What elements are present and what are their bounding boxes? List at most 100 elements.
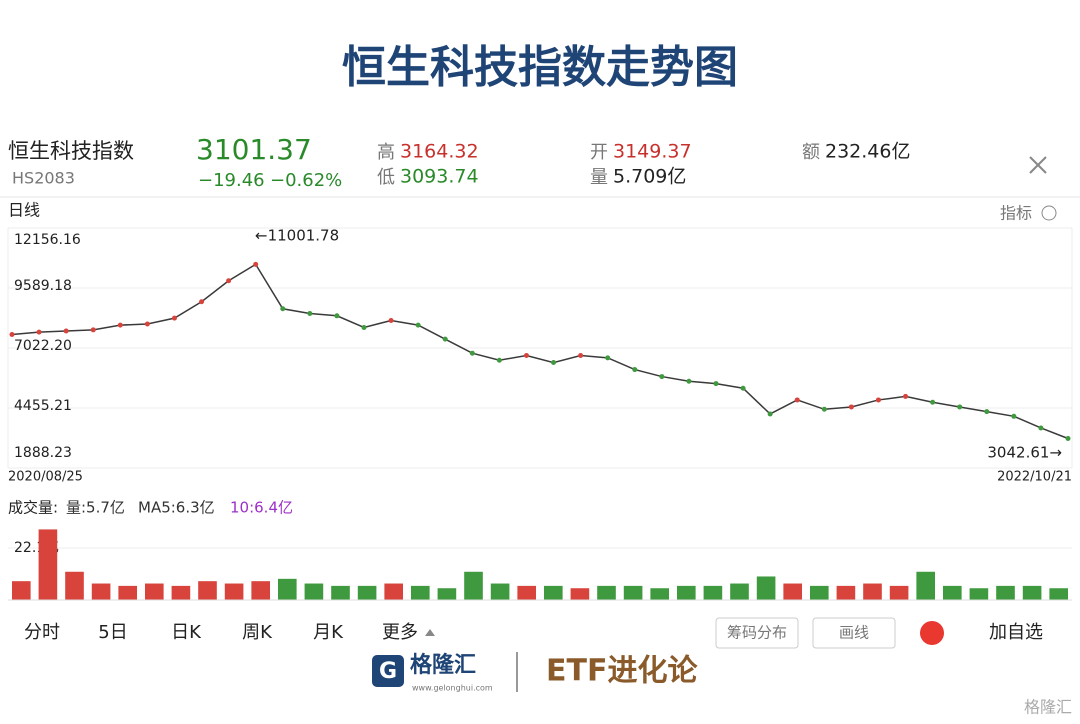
price-point xyxy=(442,336,448,342)
volume-bar xyxy=(650,588,670,600)
tabs: 分时 5日 日K 周K 月K 更多 xyxy=(24,622,435,643)
volume-bar xyxy=(224,583,244,600)
price-point xyxy=(686,378,692,384)
amount-label: 额 xyxy=(802,142,820,163)
tab[interactable]: 更多 xyxy=(382,622,418,643)
change: −19.46 xyxy=(198,170,265,191)
price-point xyxy=(496,357,502,363)
price-point xyxy=(1038,425,1044,431)
y-tick-label: 1888.23 xyxy=(14,445,72,461)
stock-name: 恒生科技指数 xyxy=(8,139,134,163)
volume-bar xyxy=(251,581,271,600)
price-point xyxy=(144,321,150,327)
tab[interactable]: 月K xyxy=(313,622,344,643)
volume-bar xyxy=(277,578,297,600)
price-point xyxy=(578,353,584,359)
annotation: ←11001.78 xyxy=(255,227,339,245)
chips-button[interactable] xyxy=(715,617,799,649)
volume-bar xyxy=(384,583,404,600)
price-chart: 12156.16 9589.18 7022.20 4455.21 1888.23 2020… xyxy=(7,227,1073,485)
volume-bar xyxy=(11,581,31,600)
price-point xyxy=(984,409,990,415)
price-point xyxy=(740,385,746,391)
volume-bar xyxy=(437,588,457,600)
volume-bar xyxy=(118,585,138,600)
volume-bar xyxy=(996,585,1015,600)
price-point xyxy=(794,397,800,403)
draw-button[interactable] xyxy=(812,617,896,649)
open: 3149.37 xyxy=(613,141,692,163)
price-point xyxy=(1011,413,1017,419)
close-button[interactable] xyxy=(1029,156,1047,174)
price-point xyxy=(9,331,15,337)
volume-bar xyxy=(198,581,217,600)
tab[interactable]: 分时 xyxy=(24,622,60,643)
logo-url: www.gelonghui.com xyxy=(412,684,493,693)
more-arrow xyxy=(425,629,435,636)
change-pct: −0.62% xyxy=(270,170,342,191)
open-label: 开 xyxy=(590,142,608,163)
add-watchlist[interactable]: 加自选 xyxy=(989,622,1043,643)
price-point xyxy=(415,322,421,328)
price-point xyxy=(469,350,475,356)
price-point xyxy=(334,313,340,319)
volume-bar xyxy=(543,585,563,600)
tab[interactable]: 5日 xyxy=(98,622,127,643)
indicator-button[interactable]: 指标 xyxy=(1000,204,1032,223)
tab[interactable]: 周K xyxy=(242,622,273,643)
volume-bar xyxy=(730,583,749,600)
price-point xyxy=(605,355,611,361)
x-tick-label: 2020/08/25 xyxy=(8,470,83,485)
price-point xyxy=(903,393,909,399)
price-point xyxy=(36,329,42,335)
price-point xyxy=(388,317,394,323)
volume-bar xyxy=(464,571,483,600)
high: 3164.32 xyxy=(400,141,479,163)
indicator-icon[interactable] xyxy=(1041,205,1057,221)
volume-bar xyxy=(623,585,643,600)
volume-bar xyxy=(304,583,324,600)
low-label: 低 xyxy=(377,167,395,188)
chips-label[interactable]: 筹码分布 xyxy=(727,624,787,642)
draw-label[interactable]: 画线 xyxy=(839,624,869,642)
volume-bar xyxy=(65,571,84,600)
price-point xyxy=(930,399,936,405)
volume-bar xyxy=(942,585,962,600)
tab[interactable]: 日K xyxy=(171,622,202,643)
price-point xyxy=(767,411,773,417)
volume-bar xyxy=(357,585,377,600)
volume-bar xyxy=(171,585,191,600)
volume: 5.709亿 xyxy=(613,166,686,188)
brand: ETF进化论 xyxy=(546,654,698,689)
volume-ma5: MA5:6.3亿 xyxy=(138,499,215,517)
volume-bar xyxy=(144,583,164,600)
volume-bar xyxy=(676,585,696,600)
price-point xyxy=(199,299,205,305)
price-point xyxy=(90,327,96,333)
price-point xyxy=(63,328,69,334)
price-point xyxy=(713,381,719,387)
logo-letter: G xyxy=(379,659,397,684)
period: 日线 xyxy=(8,201,40,220)
price-point xyxy=(361,324,367,330)
page-title: 恒生科技指数走势图 xyxy=(342,42,738,93)
price-point xyxy=(523,353,529,359)
price-point xyxy=(551,360,557,366)
price-point xyxy=(659,374,665,380)
price-point xyxy=(848,404,854,410)
logo-mark xyxy=(372,655,404,687)
volume-bar xyxy=(1049,588,1069,600)
volume-bar xyxy=(756,576,776,600)
record-button[interactable] xyxy=(920,621,944,645)
price-point xyxy=(821,406,827,412)
y-tick-label: 4455.21 xyxy=(14,398,72,414)
price-point xyxy=(253,261,259,267)
logo-text: 格隆汇 xyxy=(410,652,476,678)
volume-bar xyxy=(863,583,882,600)
volume-bar xyxy=(410,585,430,600)
volume-bar xyxy=(517,585,537,600)
price-point xyxy=(957,404,963,410)
volume-bar xyxy=(889,585,909,600)
volume-bar xyxy=(783,583,803,600)
